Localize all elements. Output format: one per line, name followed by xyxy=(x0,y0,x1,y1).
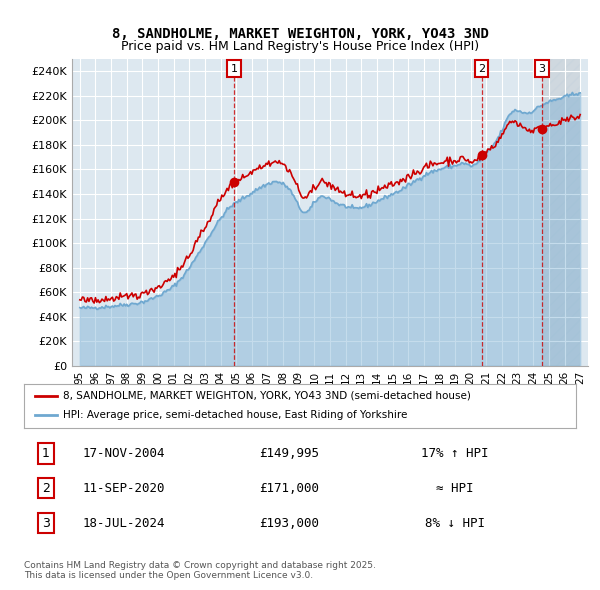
Text: 8, SANDHOLME, MARKET WEIGHTON, YORK, YO43 3ND: 8, SANDHOLME, MARKET WEIGHTON, YORK, YO4… xyxy=(112,27,488,41)
Text: Contains HM Land Registry data © Crown copyright and database right 2025.
This d: Contains HM Land Registry data © Crown c… xyxy=(24,560,376,580)
Text: £193,000: £193,000 xyxy=(259,517,319,530)
Text: 2: 2 xyxy=(42,481,50,495)
Text: Price paid vs. HM Land Registry's House Price Index (HPI): Price paid vs. HM Land Registry's House … xyxy=(121,40,479,53)
Text: HPI: Average price, semi-detached house, East Riding of Yorkshire: HPI: Average price, semi-detached house,… xyxy=(62,411,407,420)
Text: 2: 2 xyxy=(478,64,485,74)
Text: 3: 3 xyxy=(538,64,545,74)
Text: 1: 1 xyxy=(231,64,238,74)
Text: 3: 3 xyxy=(42,517,50,530)
Text: 11-SEP-2020: 11-SEP-2020 xyxy=(82,481,164,495)
Text: 18-JUL-2024: 18-JUL-2024 xyxy=(82,517,164,530)
Text: £149,995: £149,995 xyxy=(259,447,319,460)
Text: 17-NOV-2004: 17-NOV-2004 xyxy=(82,447,164,460)
Text: ≈ HPI: ≈ HPI xyxy=(436,481,473,495)
Text: 8% ↓ HPI: 8% ↓ HPI xyxy=(425,517,485,530)
Text: 1: 1 xyxy=(42,447,50,460)
Text: 17% ↑ HPI: 17% ↑ HPI xyxy=(421,447,488,460)
Text: 8, SANDHOLME, MARKET WEIGHTON, YORK, YO43 3ND (semi-detached house): 8, SANDHOLME, MARKET WEIGHTON, YORK, YO4… xyxy=(62,391,470,401)
Text: £171,000: £171,000 xyxy=(259,481,319,495)
